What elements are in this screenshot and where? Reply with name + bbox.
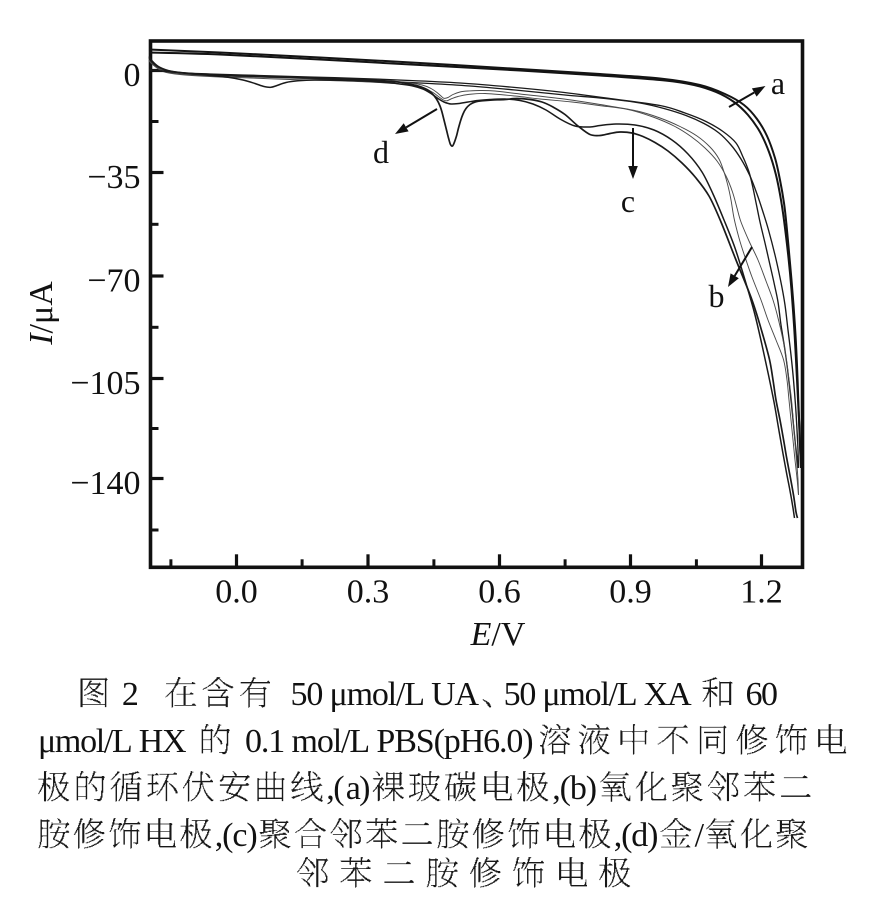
svg-text:,(c): ,(c) — [215, 817, 258, 854]
svg-text:/: / — [695, 817, 705, 854]
svg-text:0.3: 0.3 — [347, 574, 390, 611]
svg-text:0: 0 — [124, 57, 141, 94]
svg-text:,(: ,( — [326, 770, 344, 807]
svg-text:b: b — [709, 278, 725, 314]
svg-text:d: d — [373, 134, 389, 170]
svg-text:−105: −105 — [70, 365, 140, 402]
svg-text:2: 2 — [114, 676, 161, 713]
svg-text:50 μmol/L XA: 50 μmol/L XA — [504, 676, 699, 713]
svg-text:c: c — [621, 183, 635, 219]
svg-text:0.6: 0.6 — [478, 574, 521, 611]
svg-text:−35: −35 — [87, 159, 140, 196]
svg-text:60: 60 — [739, 676, 779, 713]
svg-text:,(d): ,(d) — [614, 817, 659, 854]
svg-text:1.2: 1.2 — [740, 574, 783, 611]
svg-text:−70: −70 — [87, 263, 140, 300]
svg-text:E/V: E/V — [470, 616, 526, 653]
svg-text:I/μA: I/μA — [23, 281, 60, 346]
svg-text:50 μmol/L UA: 50 μmol/L UA — [276, 676, 480, 713]
svg-text:0.9: 0.9 — [609, 574, 652, 611]
svg-text:−140: −140 — [70, 465, 140, 502]
svg-text:μmol/L HX: μmol/L HX — [38, 723, 194, 760]
svg-text:a): a) — [346, 770, 371, 807]
svg-text:0.0: 0.0 — [215, 574, 258, 611]
svg-text:a: a — [771, 65, 785, 101]
svg-text:,(b): ,(b) — [552, 770, 597, 807]
svg-text:0.1 mol/L PBS(pH6.0): 0.1 mol/L PBS(pH6.0) — [238, 723, 534, 760]
